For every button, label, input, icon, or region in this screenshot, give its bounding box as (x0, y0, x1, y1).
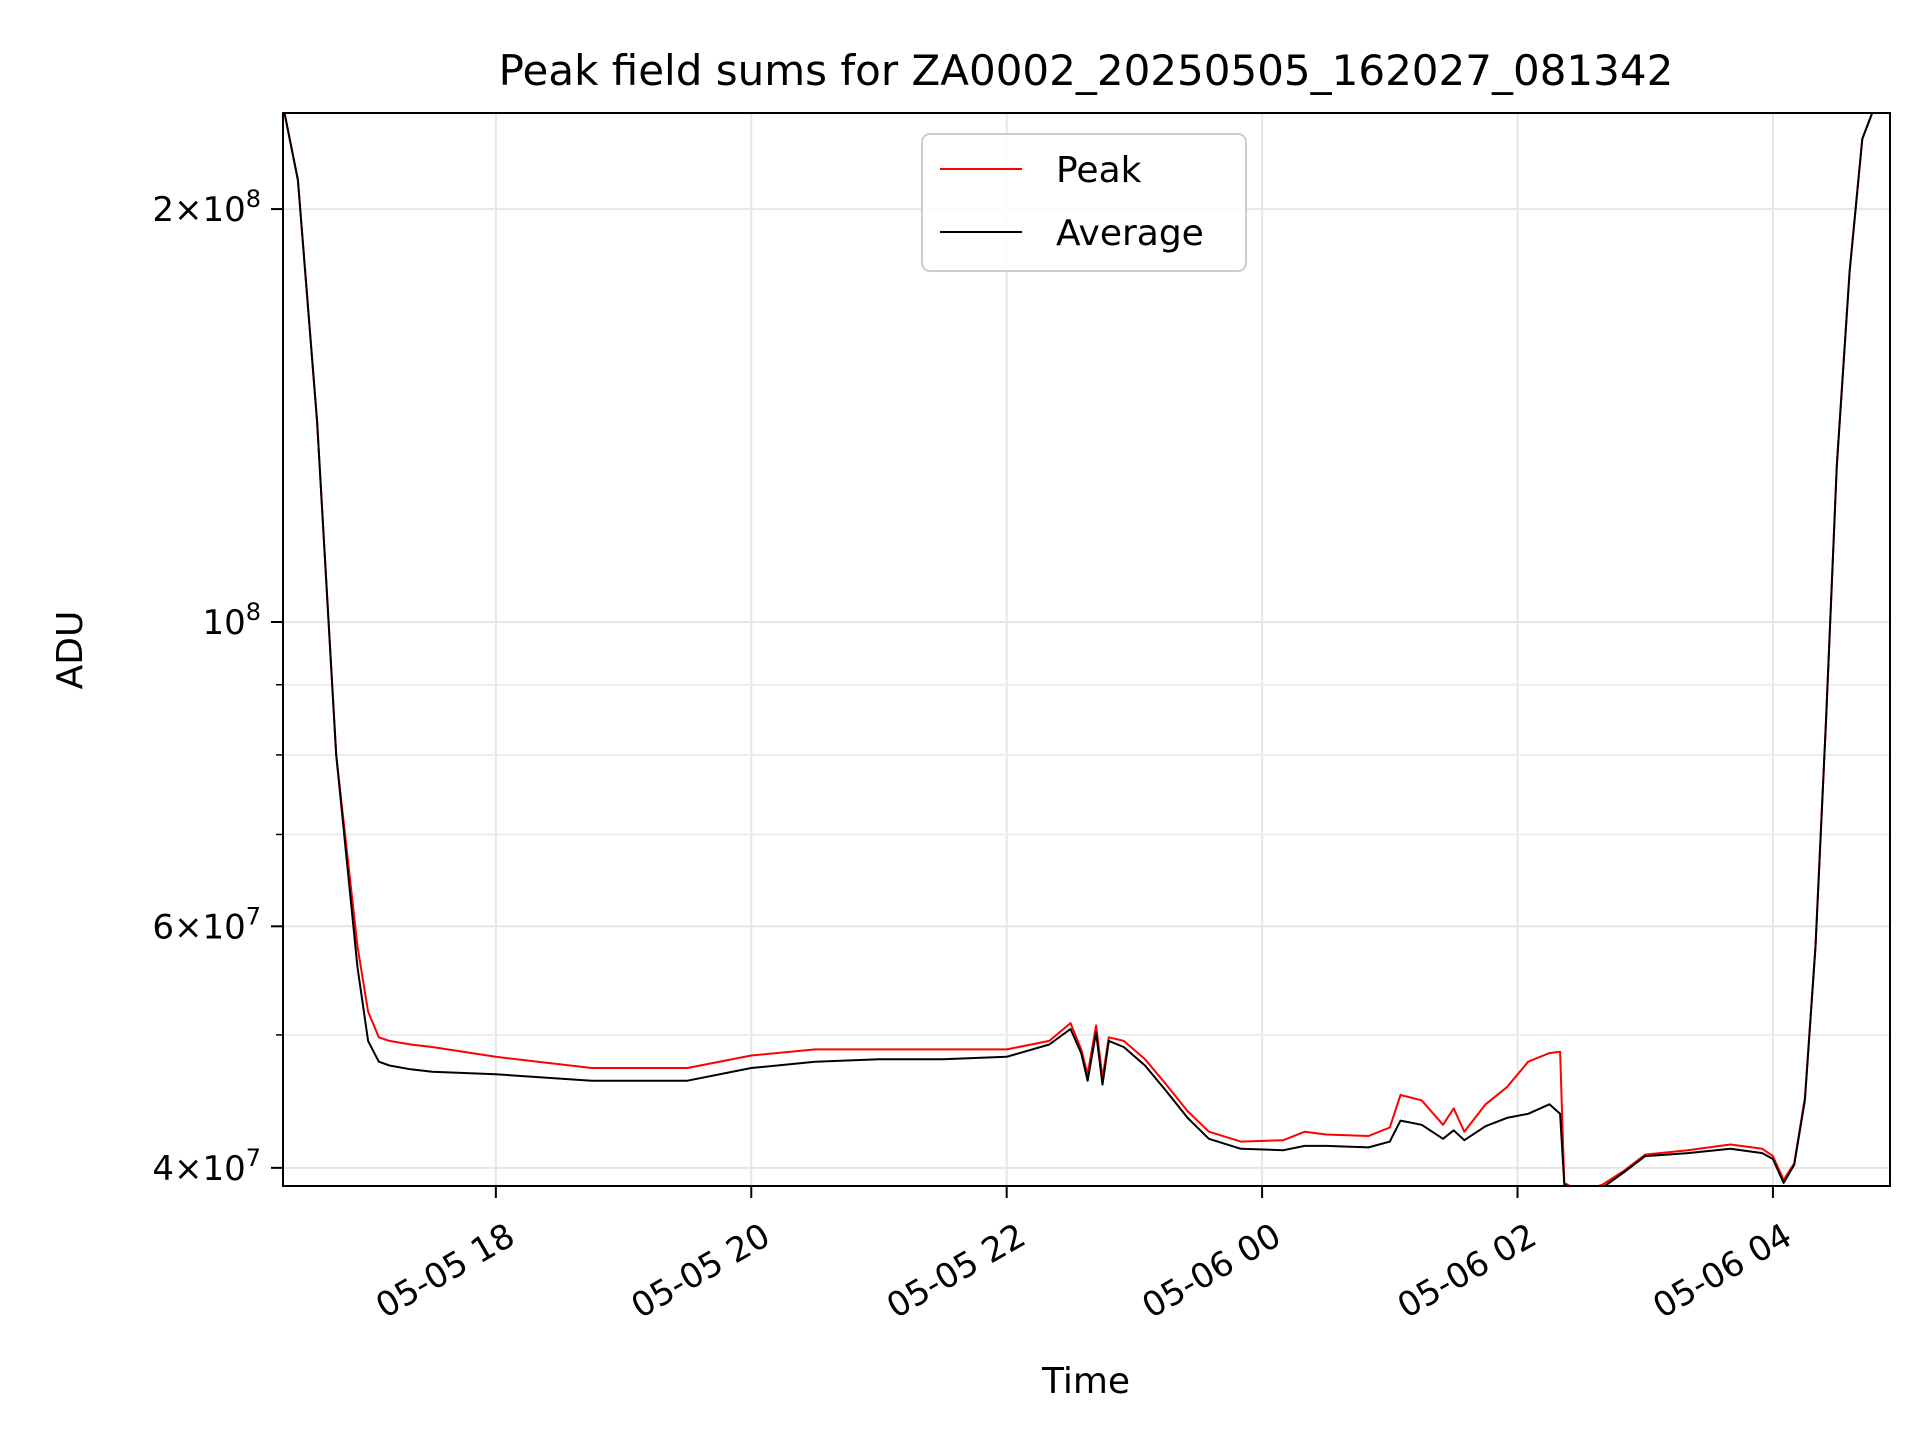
y-tick-label: 6×107 (152, 902, 261, 947)
y-tick-label: 108 (202, 598, 261, 643)
y-tick-label: 2×108 (152, 185, 261, 230)
plot-frame (282, 112, 1891, 1187)
x-axis-label: Time (1041, 1361, 1130, 1402)
chart-title: Peak field sums for ZA0002_20250505_1620… (499, 46, 1674, 95)
series-line-peak (283, 113, 1874, 1186)
y-axis-label: ADU (50, 611, 91, 690)
legend-label-peak: Peak (1056, 150, 1142, 191)
y-tick-label: 4×107 (152, 1144, 261, 1189)
series-line-average (283, 113, 1874, 1186)
series-group (283, 113, 1874, 1186)
legend: Peak Average (921, 133, 1247, 272)
legend-label-average: Average (1056, 213, 1204, 254)
